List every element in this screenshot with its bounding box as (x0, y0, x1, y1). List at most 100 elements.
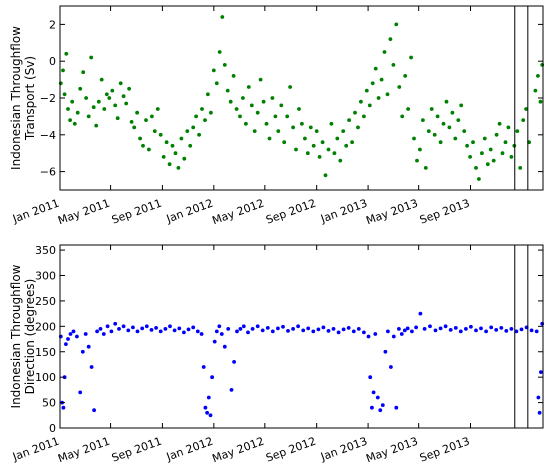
data-point (188, 143, 193, 148)
data-point (410, 329, 414, 334)
data-point (232, 360, 237, 364)
data-point (214, 329, 219, 334)
data-point (519, 327, 524, 332)
data-point (429, 107, 434, 111)
data-point (246, 330, 250, 335)
data-point (426, 129, 431, 134)
data-point (409, 55, 413, 60)
data-point (107, 96, 112, 100)
x-tick-label: Jan 2013 (318, 197, 369, 226)
data-point (459, 103, 464, 108)
data-point (264, 121, 269, 126)
data-point (89, 55, 94, 60)
data-point (443, 324, 448, 329)
data-point (211, 68, 216, 73)
data-point (412, 136, 416, 141)
data-point (135, 329, 140, 334)
data-point (144, 118, 148, 122)
data-point (383, 349, 388, 354)
data-point (140, 326, 145, 331)
data-point (270, 96, 275, 100)
data-point (172, 328, 177, 333)
data-point (311, 329, 316, 334)
data-point (468, 155, 472, 159)
data-point (356, 327, 361, 331)
data-point (335, 136, 340, 141)
data-point (399, 332, 404, 336)
data-point (64, 342, 68, 346)
y-tick-label: 150 (35, 346, 56, 359)
x-tick-label: May 2011 (56, 197, 111, 228)
data-point (281, 324, 285, 329)
data-point (534, 329, 539, 334)
x-tick-label: May 2013 (364, 197, 419, 228)
data-point (144, 324, 149, 329)
data-point (173, 151, 178, 156)
data-point (359, 99, 363, 104)
x-tick-label: Jan 2012 (164, 435, 215, 464)
data-point (238, 327, 243, 331)
data-point (203, 118, 207, 122)
data-point (220, 15, 225, 19)
data-point (258, 77, 263, 82)
data-point (241, 96, 245, 100)
data-point (406, 107, 410, 111)
data-point (176, 166, 181, 170)
data-point (129, 120, 134, 124)
data-point (186, 327, 191, 332)
data-point (405, 326, 410, 331)
data-point (94, 123, 99, 128)
data-point (509, 155, 514, 159)
data-point (238, 114, 242, 119)
data-point (115, 116, 120, 121)
data-point (155, 107, 160, 111)
data-point (206, 395, 211, 400)
data-point (226, 327, 231, 331)
x-tick-label: Sep 2011 (110, 435, 164, 465)
data-point (540, 63, 545, 67)
data-point (104, 92, 109, 97)
data-point (68, 332, 73, 336)
data-point (326, 329, 331, 333)
data-point (276, 326, 280, 331)
data-point (282, 140, 287, 145)
data-point (329, 121, 334, 126)
data-point (350, 140, 354, 145)
data-point (229, 388, 234, 392)
data-point (465, 143, 469, 148)
data-point (150, 114, 154, 119)
data-point (297, 107, 301, 111)
data-point (246, 85, 251, 89)
y-tick-label: 100 (35, 371, 56, 384)
data-point (83, 332, 88, 336)
data-point (265, 326, 270, 330)
data-point (163, 327, 168, 331)
data-point (84, 96, 88, 100)
data-point (489, 325, 494, 330)
data-point (477, 177, 481, 181)
data-point (438, 140, 443, 145)
data-point (433, 328, 438, 333)
data-point (448, 328, 453, 332)
data-point (521, 118, 526, 122)
data-point (285, 114, 290, 119)
data-point (540, 321, 545, 326)
data-point (261, 99, 266, 104)
data-point (81, 70, 86, 75)
data-point (364, 88, 369, 93)
data-point (539, 370, 543, 374)
data-point (391, 63, 396, 67)
data-point (217, 50, 222, 54)
data-point (270, 329, 275, 334)
data-point (75, 110, 80, 115)
data-point (385, 92, 390, 97)
data-point (469, 324, 473, 329)
data-point (68, 118, 72, 122)
data-point (267, 136, 272, 141)
data-point (66, 337, 70, 341)
data-point (397, 85, 402, 89)
x-tick-label: Jan 2012 (164, 197, 215, 226)
data-point (400, 114, 405, 119)
